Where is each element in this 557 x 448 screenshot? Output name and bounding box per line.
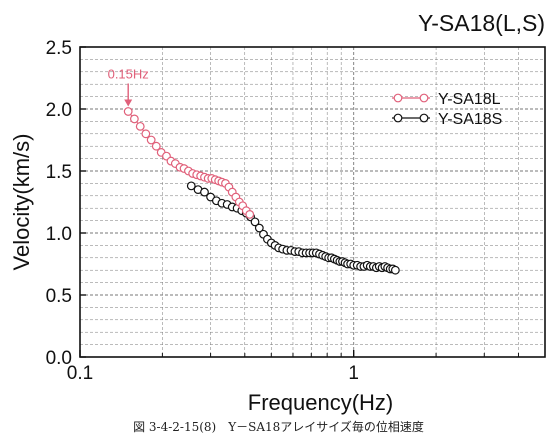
x-axis-label: Frequency(Hz) [248,390,393,415]
data-point [200,187,209,197]
plot-frame [79,46,546,358]
y-tick-label: 2.0 [46,100,72,121]
y-tick-label: 1.0 [46,224,72,245]
data-point [186,181,196,191]
legend-label: Y-SA18L [438,91,501,108]
x-tick-label: 0.1 [67,363,93,384]
annotation-arrow-head [124,99,133,107]
y-tick-label: 1.5 [46,162,72,183]
data-point [245,209,255,219]
y-tick-label: 2.5 [46,38,72,59]
annotation-label: 0.15Hz [108,66,149,81]
x-tick-label: 1 [348,363,359,384]
data-point [141,129,151,139]
data-point [123,107,133,116]
legend-label: Y-SA18S [438,111,502,128]
data-point [254,223,264,233]
y-tick-label: 0.5 [46,286,72,307]
legend-marker [419,93,429,103]
legend-marker [393,93,403,103]
data-point [146,135,156,145]
y-axis-label: Velocity(km/s) [9,134,34,271]
legend-marker [419,113,429,123]
data-point [151,141,161,151]
data-point [135,121,145,131]
y-tick-label: 0.0 [46,348,72,369]
data-point [250,217,260,227]
figure-caption: 図 3-4-2-15(8) Y－SA18アレイサイズ毎の位相速度 [133,420,424,434]
data-point [390,265,400,275]
data-point [129,114,139,124]
series-line [127,111,251,215]
legend-marker [393,113,403,123]
chart-title: Y-SA18(L,S) [418,10,545,36]
